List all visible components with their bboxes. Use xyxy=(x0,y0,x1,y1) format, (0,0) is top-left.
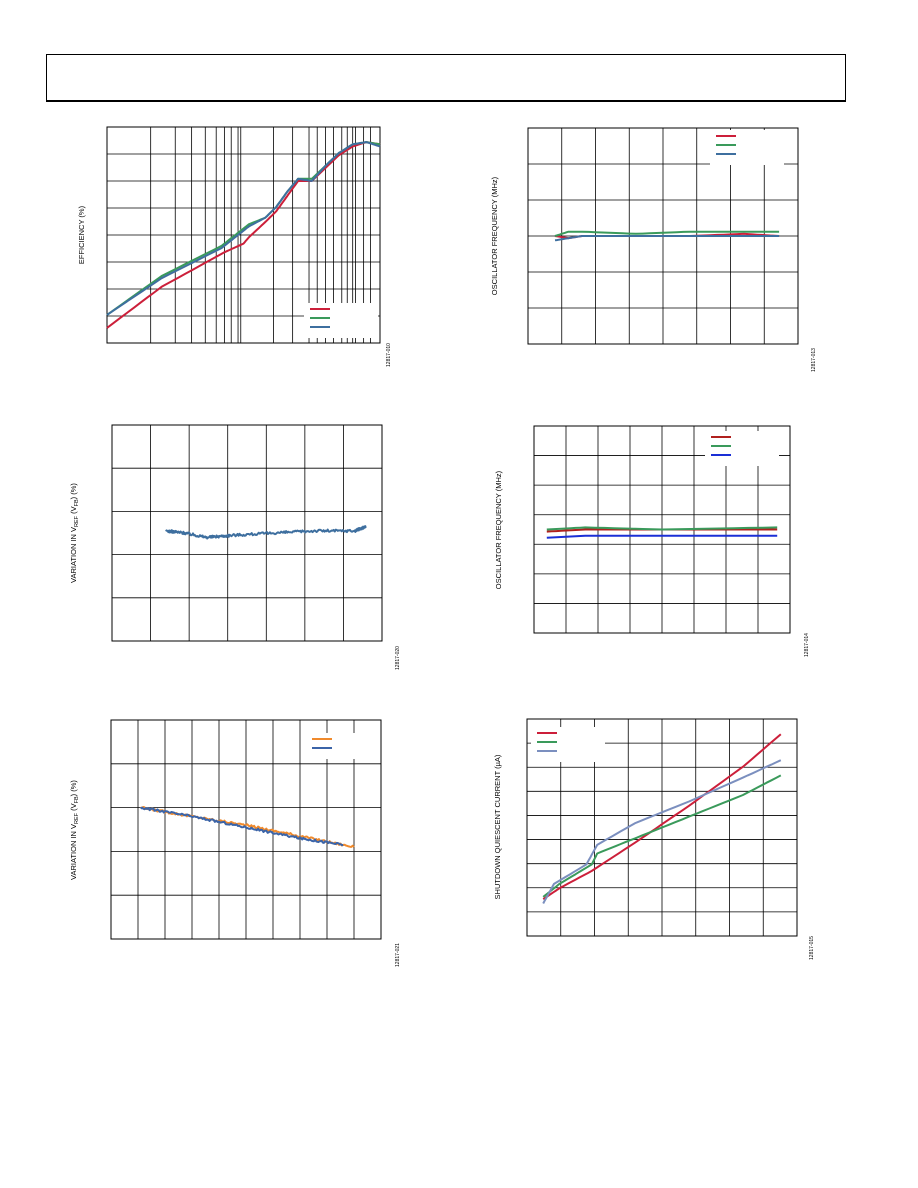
y-axis-label: VARIATION IN VREF (VFB) (%) xyxy=(69,483,80,583)
legend-box xyxy=(306,733,380,759)
series-line xyxy=(542,733,782,900)
chart-shutdown-iq: SHUTDOWN QUIESCENT CURRENT (µA) 12817-015 xyxy=(493,718,815,960)
y-axis-label: OSCILLATOR FREQUENCY (MHz) xyxy=(490,176,499,295)
chart-osc-freq-2: OSCILLATOR FREQUENCY (MHz) 12817-014 xyxy=(494,425,810,657)
figure-id: 12817-020 xyxy=(395,646,401,670)
series-line xyxy=(140,806,344,847)
series-line xyxy=(106,141,381,316)
series-line xyxy=(106,141,381,329)
figure-id: 12817-013 xyxy=(811,348,817,372)
series-line xyxy=(542,759,782,904)
series-line xyxy=(554,230,780,237)
y-axis-label: EFFICIENCY (%) xyxy=(77,205,86,264)
chart-osc-freq-1: OSCILLATOR FREQUENCY (MHz) 12817-013 xyxy=(490,127,817,372)
series-line xyxy=(165,525,367,540)
y-axis-label: VARIATION IN VREF (VFB) (%) xyxy=(69,780,80,880)
charts-layer: EFFICIENCY (%) 12817-010 OSCILLATOR FREQUE… xyxy=(69,126,817,967)
figure-id: 12817-014 xyxy=(804,633,810,657)
series-line xyxy=(542,774,782,898)
figure-id: 12817-021 xyxy=(395,943,401,967)
chart-vref-var-2: VARIATION IN VREF (VFB) (%) 12817-021 xyxy=(69,719,401,967)
chart-efficiency: EFFICIENCY (%) 12817-010 xyxy=(77,126,392,367)
figure-id: 12817-010 xyxy=(386,343,392,367)
chart-vref-var-1: VARIATION IN VREF (VFB) (%) 12817-020 xyxy=(69,424,401,670)
figure-id: 12817-015 xyxy=(809,936,815,960)
series-line xyxy=(546,526,778,531)
y-axis-label: OSCILLATOR FREQUENCY (MHz) xyxy=(494,470,503,589)
series-line xyxy=(546,534,778,539)
page-header xyxy=(46,54,846,102)
series-line xyxy=(554,235,780,242)
plot-frame xyxy=(111,424,383,642)
y-axis-label: SHUTDOWN QUIESCENT CURRENT (µA) xyxy=(493,754,502,899)
